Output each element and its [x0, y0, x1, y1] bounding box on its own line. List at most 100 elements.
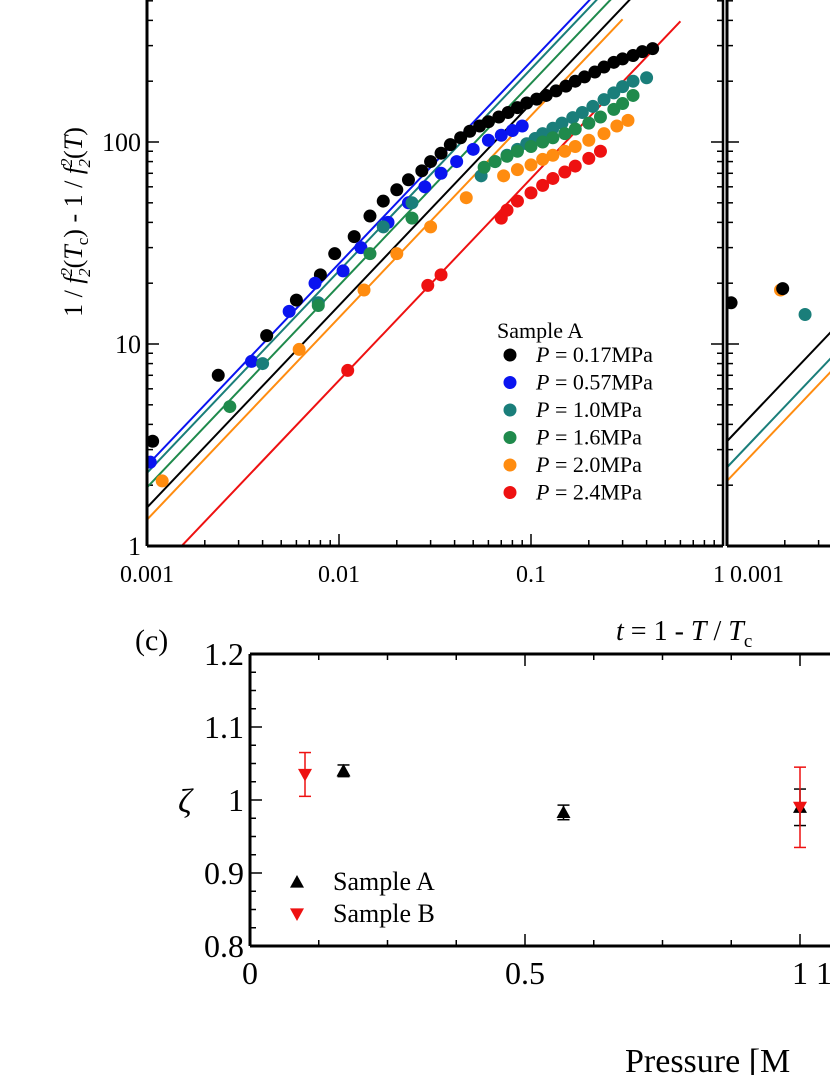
data-point	[520, 96, 534, 110]
data-point	[566, 111, 580, 125]
data-point	[524, 158, 538, 172]
data-point	[424, 220, 438, 234]
legend-marker	[503, 431, 517, 444]
data-point	[282, 304, 296, 318]
data-point	[463, 124, 477, 138]
data-point	[494, 128, 508, 142]
data-point	[510, 144, 524, 158]
data-point	[582, 133, 596, 147]
data-point	[289, 293, 303, 307]
panel-a-x-tick-label: 1	[713, 562, 725, 588]
data-point	[626, 88, 640, 102]
data-point	[434, 268, 448, 282]
data-point	[155, 474, 169, 488]
data-point	[405, 211, 419, 225]
panel-b-data-point	[727, 296, 738, 310]
data-point	[558, 127, 572, 141]
panel-b-data-point	[798, 307, 812, 321]
data-point	[593, 144, 607, 158]
panel-b-fit-line	[727, 371, 830, 482]
data-point	[415, 164, 429, 178]
panel-c-axes	[248, 652, 830, 948]
panel-a-x-tick-label: 0.01	[318, 562, 360, 588]
data-point	[597, 60, 611, 74]
panel-a-axes	[145, 0, 725, 548]
data-point	[401, 173, 415, 187]
data-point	[481, 115, 495, 129]
data-point	[147, 434, 160, 448]
data-point	[646, 42, 660, 56]
data-point	[582, 116, 596, 130]
panel-c-label: (c)	[135, 624, 168, 657]
data-point	[568, 122, 582, 136]
data-point	[311, 299, 325, 313]
data-point	[582, 151, 596, 165]
panel-c-y-tick-label: 1	[228, 782, 244, 818]
data-point	[336, 763, 351, 777]
legend-marker	[503, 403, 517, 417]
legend-title: Sample A	[497, 318, 583, 343]
data-point	[626, 74, 640, 88]
data-point	[336, 264, 350, 278]
fit-line	[147, 0, 631, 509]
data-point	[341, 363, 355, 377]
legend-marker	[503, 376, 517, 389]
data-point	[586, 99, 600, 113]
data-point	[497, 169, 511, 183]
data-point	[390, 183, 404, 197]
data-point	[459, 191, 473, 205]
legend-label: Sample B	[333, 899, 435, 928]
data-point	[500, 149, 514, 163]
data-point	[481, 133, 495, 147]
legend-label: P = 2.4MPa	[535, 480, 642, 505]
panel-a-y-tick-label: 100	[102, 128, 141, 157]
data-point	[292, 342, 306, 356]
data-point	[549, 84, 563, 98]
legend-label: Sample A	[333, 867, 435, 896]
panel-b-fit-line	[727, 357, 830, 469]
data-point	[390, 247, 404, 261]
panel-c-y-tick-label: 1.1	[204, 709, 244, 745]
data-point	[555, 116, 569, 130]
data-point	[556, 805, 571, 819]
data-point	[616, 97, 630, 111]
data-point	[418, 180, 432, 194]
data-point	[363, 247, 377, 261]
panel-a-data-points	[147, 42, 660, 488]
data-point	[558, 165, 572, 179]
data-point	[211, 368, 225, 382]
legend-marker	[503, 348, 517, 362]
legend-label: P = 1.0MPa	[535, 397, 642, 422]
data-point	[477, 160, 491, 174]
panel-c-ylabel: ζ	[178, 783, 194, 820]
panel-a-x-tick-label: 0.1	[516, 562, 546, 588]
data-point	[621, 113, 635, 127]
data-point	[597, 127, 611, 141]
panel-a-ylabel: 1 / f22(Tc) - 1 / f22(T)	[57, 127, 94, 317]
panel-c-x-tick-label: 0	[242, 955, 258, 991]
data-point	[256, 357, 270, 371]
data-point	[536, 178, 550, 192]
data-point	[434, 146, 448, 160]
panel-b-fit-lines	[727, 331, 830, 482]
data-point	[260, 329, 274, 343]
data-point	[223, 400, 237, 414]
panel-c-x-tick-label: 0.5	[505, 955, 545, 991]
panel-b-x-tick-label: 0.001	[730, 562, 784, 588]
data-point	[575, 105, 589, 119]
data-point	[147, 455, 157, 469]
data-point	[546, 171, 560, 185]
panel-b-fit-line	[727, 331, 830, 442]
panel-a: 0.001 0.01 0.1 1 1 10 100 Sample AP = 0.17MPa P…	[57, 0, 725, 588]
data-point	[424, 155, 438, 169]
data-point	[363, 209, 377, 223]
data-point	[454, 131, 468, 145]
data-point	[443, 138, 457, 152]
data-point	[524, 186, 538, 200]
fit-line	[147, 0, 591, 467]
panel-a-x-tick-label: 0.001	[120, 562, 174, 588]
data-point	[421, 278, 435, 292]
data-point	[376, 194, 390, 208]
fit-line	[147, 18, 624, 521]
